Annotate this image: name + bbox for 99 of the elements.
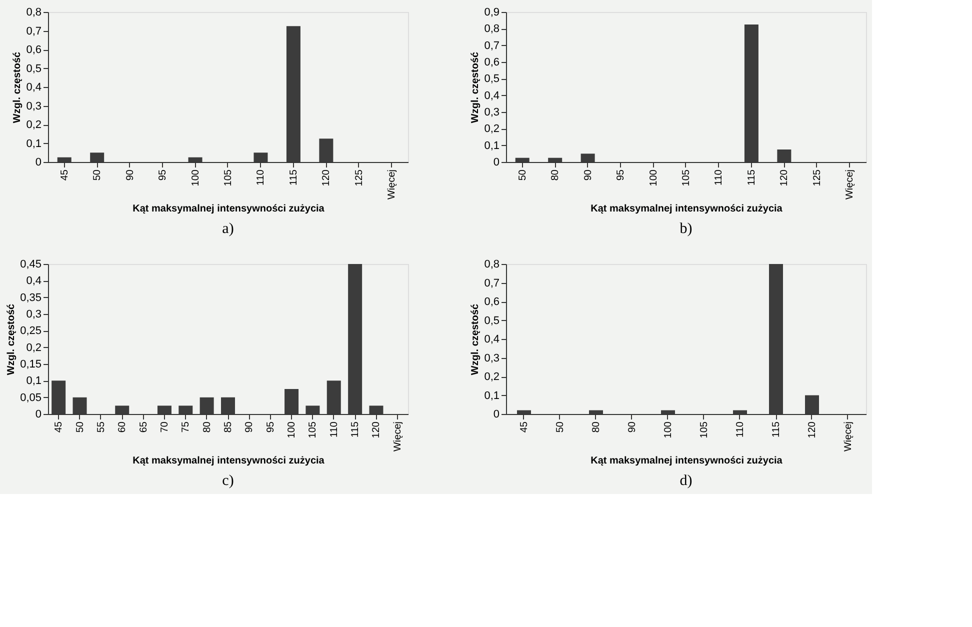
x-tick-label: 105 — [308, 421, 319, 438]
y-tick-label: 0,1 — [26, 138, 42, 150]
text: a) — [222, 221, 234, 238]
y-tick-label: 0,6 — [484, 296, 500, 308]
x-tick-label: 125 — [812, 169, 823, 186]
x-tick-label: 100 — [648, 169, 660, 186]
x-tick-label: 65 — [138, 421, 150, 433]
x-tick-label: 110 — [735, 421, 746, 438]
x-axis-title: Kąt maksymalnej intensywności zużycia — [132, 204, 325, 215]
x-tick-label: 90 — [244, 421, 256, 433]
x-tick-label: 95 — [158, 169, 169, 181]
x-tick-label: 90 — [627, 421, 638, 433]
y-tick-label: 0,8 — [484, 258, 500, 270]
x-tick-label: 105 — [223, 169, 234, 186]
x-tick-label: 110 — [328, 421, 340, 438]
x-tick-label: 110 — [714, 169, 725, 186]
text: b) — [680, 221, 692, 238]
x-tick-label: 110 — [256, 169, 267, 186]
y-axis-title: Wzgl. częstość — [470, 52, 482, 124]
x-tick-label: 125 — [354, 169, 365, 186]
x-tick-label: 95 — [265, 421, 276, 433]
y-tick-label: 0,6 — [26, 44, 42, 56]
y-tick-label: 0,4 — [26, 275, 42, 288]
y-tick-label: 0,1 — [26, 375, 42, 388]
y-tick-label: 0,8 — [484, 23, 500, 36]
x-tick-label: 55 — [96, 421, 107, 433]
x-tick-label: 90 — [124, 169, 136, 181]
text: c) — [222, 473, 234, 490]
y-tick-label: 0 — [35, 408, 42, 420]
y-tick-label: 0,1 — [484, 140, 500, 152]
x-tick-label: 80 — [591, 421, 602, 433]
y-tick-label: 0,35 — [20, 292, 42, 304]
y-axis-title: Wzgl. częstość — [470, 304, 482, 376]
y-tick-label: 0,7 — [484, 40, 500, 52]
x-tick-label: 50 — [92, 169, 104, 181]
y-tick-label: 0,45 — [20, 258, 42, 270]
y-tick-label: 0,15 — [20, 358, 42, 370]
y-axis-title: Wzgl. częstość — [6, 304, 18, 376]
y-tick-label: 0,5 — [484, 314, 500, 327]
x-tick-label: 45 — [519, 421, 530, 433]
y-tick-label: 0 — [35, 156, 42, 168]
x-axis-title: Kąt maksymalnej intensywności zużycia — [590, 204, 783, 215]
x-tick-label: 120 — [779, 169, 790, 186]
x-tick-label: 115 — [746, 169, 758, 186]
y-tick-label: 0,8 — [26, 6, 42, 18]
x-tick-label: 120 — [321, 169, 332, 186]
y-tick-label: 0,1 — [484, 390, 500, 402]
y-tick-label: 0 — [493, 156, 500, 168]
y-tick-label: 0,7 — [484, 277, 500, 290]
x-tick-label: Więcej — [386, 170, 398, 200]
x-tick-label: 90 — [582, 169, 594, 181]
x-tick-label: 60 — [117, 421, 128, 433]
x-tick-label: 70 — [159, 421, 170, 433]
x-tick-label: Więcej — [392, 422, 404, 452]
x-tick-label: 100 — [190, 169, 202, 186]
x-tick-label: 80 — [202, 421, 213, 433]
y-tick-label: 0,5 — [484, 73, 500, 86]
y-tick-label: 0,6 — [484, 56, 500, 68]
x-axis-title: Kąt maksymalnej intensywności zużycia — [590, 456, 783, 467]
x-tick-label: 95 — [616, 169, 627, 181]
y-tick-label: 0,5 — [26, 62, 42, 75]
x-tick-label: 100 — [663, 421, 674, 438]
y-tick-label: 0,4 — [484, 334, 500, 346]
y-tick-label: 0,05 — [20, 392, 42, 404]
x-tick-label: 120 — [371, 421, 382, 438]
x-tick-label: 45 — [59, 169, 70, 181]
y-tick-label: 0,2 — [484, 123, 500, 136]
text: d) — [680, 473, 692, 490]
x-tick-label: 75 — [180, 421, 192, 433]
y-tick-label: 0,25 — [20, 325, 42, 338]
y-tick-label: 0,4 — [484, 90, 500, 102]
x-tick-label: 45 — [54, 421, 65, 433]
x-tick-label: 120 — [807, 421, 818, 438]
x-tick-label: 115 — [350, 421, 362, 438]
x-axis-title: Kąt maksymalnej intensywności zużycia — [132, 456, 325, 467]
x-tick-label: 100 — [286, 421, 298, 438]
x-tick-label: 115 — [771, 421, 782, 438]
x-tick-label: 115 — [288, 169, 300, 186]
x-tick-label: 85 — [223, 421, 234, 433]
y-tick-label: 0,9 — [484, 6, 500, 18]
x-tick-label: Więcej — [844, 170, 856, 200]
y-tick-label: 0,3 — [484, 352, 500, 364]
x-tick-label: 50 — [74, 421, 86, 433]
y-tick-label: 0 — [493, 408, 500, 420]
y-tick-label: 0,2 — [26, 119, 42, 131]
y-axis-title: Wzgl. częstość — [12, 52, 24, 124]
y-tick-label: 0,3 — [26, 100, 42, 112]
y-tick-label: 0,4 — [26, 82, 42, 94]
y-tick-label: 0,7 — [26, 25, 42, 38]
y-tick-label: 0,2 — [26, 342, 42, 354]
x-tick-label: 105 — [699, 421, 710, 438]
x-tick-label: 80 — [550, 169, 562, 181]
y-tick-label: 0,3 — [26, 308, 42, 320]
x-tick-label: 105 — [681, 169, 692, 186]
y-tick-label: 0,2 — [484, 371, 500, 383]
x-tick-label: 50 — [555, 421, 566, 433]
y-tick-label: 0,3 — [484, 106, 500, 118]
x-tick-label: 50 — [517, 169, 528, 181]
x-tick-label: Więcej — [843, 422, 854, 452]
